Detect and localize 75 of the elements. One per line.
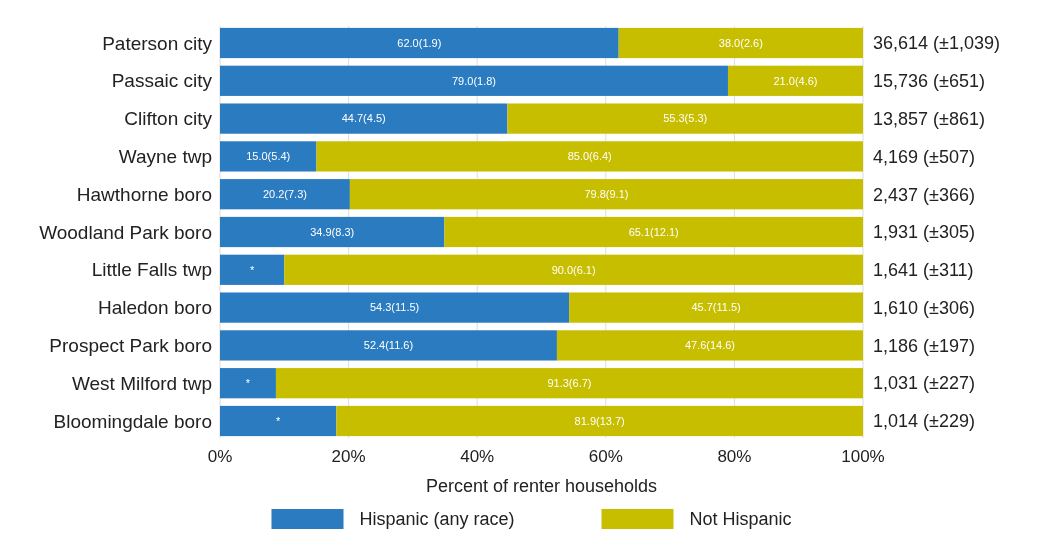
total-label: 1,641 (±311) xyxy=(873,260,974,281)
data-label: 81.9(13.7) xyxy=(574,414,625,427)
bar xyxy=(220,292,570,323)
data-label: 55.3(5.3) xyxy=(663,112,708,125)
data-label: 65.1(12.1) xyxy=(628,225,679,238)
data-label: 90.0(6.1) xyxy=(551,263,596,276)
y-tick-label: Paterson city xyxy=(102,32,213,54)
bar xyxy=(220,27,619,59)
y-tick-label: Bloomingdale boro xyxy=(53,410,212,432)
x-tick-label: 60% xyxy=(588,447,623,466)
data-label: 79.0(1.8) xyxy=(451,74,496,87)
data-label: * xyxy=(245,377,251,390)
total-label: 36,614 (±1,039) xyxy=(873,33,1000,54)
data-label: 91.3(6.7) xyxy=(547,377,592,390)
x-tick-label: 80% xyxy=(717,447,752,466)
data-label: 38.0(2.6) xyxy=(718,36,763,49)
data-label: 85.0(6.4) xyxy=(567,150,612,163)
x-axis-title: Percent of renter households xyxy=(425,476,658,496)
bar xyxy=(220,368,276,399)
total-label: 13,857 (±861) xyxy=(873,108,985,129)
bar xyxy=(220,65,728,96)
data-label: * xyxy=(250,263,256,276)
x-tick-label: 40% xyxy=(460,447,495,466)
total-label: 1,186 (±197) xyxy=(873,335,975,356)
data-label: 21.0(4.6) xyxy=(773,74,818,87)
bar xyxy=(316,141,863,172)
bar xyxy=(569,292,863,323)
bar xyxy=(349,179,863,210)
y-tick-label: Little Falls twp xyxy=(91,259,212,281)
data-label: 34.9(8.3) xyxy=(310,225,355,238)
bar xyxy=(220,103,508,134)
x-tick-label: 0% xyxy=(207,447,233,466)
bar xyxy=(220,216,445,248)
y-tick-label: Wayne twp xyxy=(118,146,212,168)
y-tick-label: Prospect Park boro xyxy=(49,335,212,357)
total-label: 1,610 (±306) xyxy=(873,297,975,318)
y-tick-label: Haledon boro xyxy=(97,297,212,319)
y-tick-label: Hawthorne boro xyxy=(76,183,212,205)
legend-label: Not Hispanic xyxy=(689,509,792,530)
bar xyxy=(507,103,863,134)
y-tick-label: West Milford twp xyxy=(71,372,212,394)
x-tick-label: 20% xyxy=(331,447,366,466)
bar xyxy=(220,179,350,210)
data-label: 62.0(1.9) xyxy=(397,36,442,49)
y-tick-label: Woodland Park boro xyxy=(39,221,212,243)
bar xyxy=(336,405,863,437)
data-label: 15.0(5.4) xyxy=(246,150,291,163)
bar xyxy=(220,141,317,172)
y-tick-label: Clifton city xyxy=(124,108,213,130)
total-label: 2,437 (±366) xyxy=(873,184,975,205)
bar xyxy=(220,330,557,361)
bar xyxy=(556,330,863,361)
data-label: 45.7(11.5) xyxy=(691,301,741,314)
data-label: 44.7(4.5) xyxy=(341,112,386,125)
total-label: 4,169 (±507) xyxy=(873,146,975,167)
total-label: 15,736 (±651) xyxy=(873,71,985,92)
data-label: 47.6(14.6) xyxy=(684,339,736,352)
total-label: 1,031 (±227) xyxy=(873,373,975,394)
bar xyxy=(618,27,863,59)
x-tick-label: 100% xyxy=(841,447,885,466)
legend-label: Hispanic (any race) xyxy=(359,509,515,530)
data-label: * xyxy=(276,414,282,427)
y-tick-label: Passaic city xyxy=(111,70,213,92)
data-label: 20.2(7.3) xyxy=(262,188,307,201)
total-label: 1,931 (±305) xyxy=(873,222,975,243)
bar xyxy=(275,368,863,399)
bar xyxy=(727,65,863,96)
bar xyxy=(220,254,285,285)
bar xyxy=(444,216,863,248)
data-label: 79.8(9.1) xyxy=(584,188,629,201)
bar xyxy=(220,405,337,437)
data-label: 52.4(11.6) xyxy=(363,339,414,352)
total-label: 1,014 (±229) xyxy=(873,411,975,432)
data-label: 54.3(11.5) xyxy=(369,301,420,314)
bar xyxy=(284,254,863,285)
